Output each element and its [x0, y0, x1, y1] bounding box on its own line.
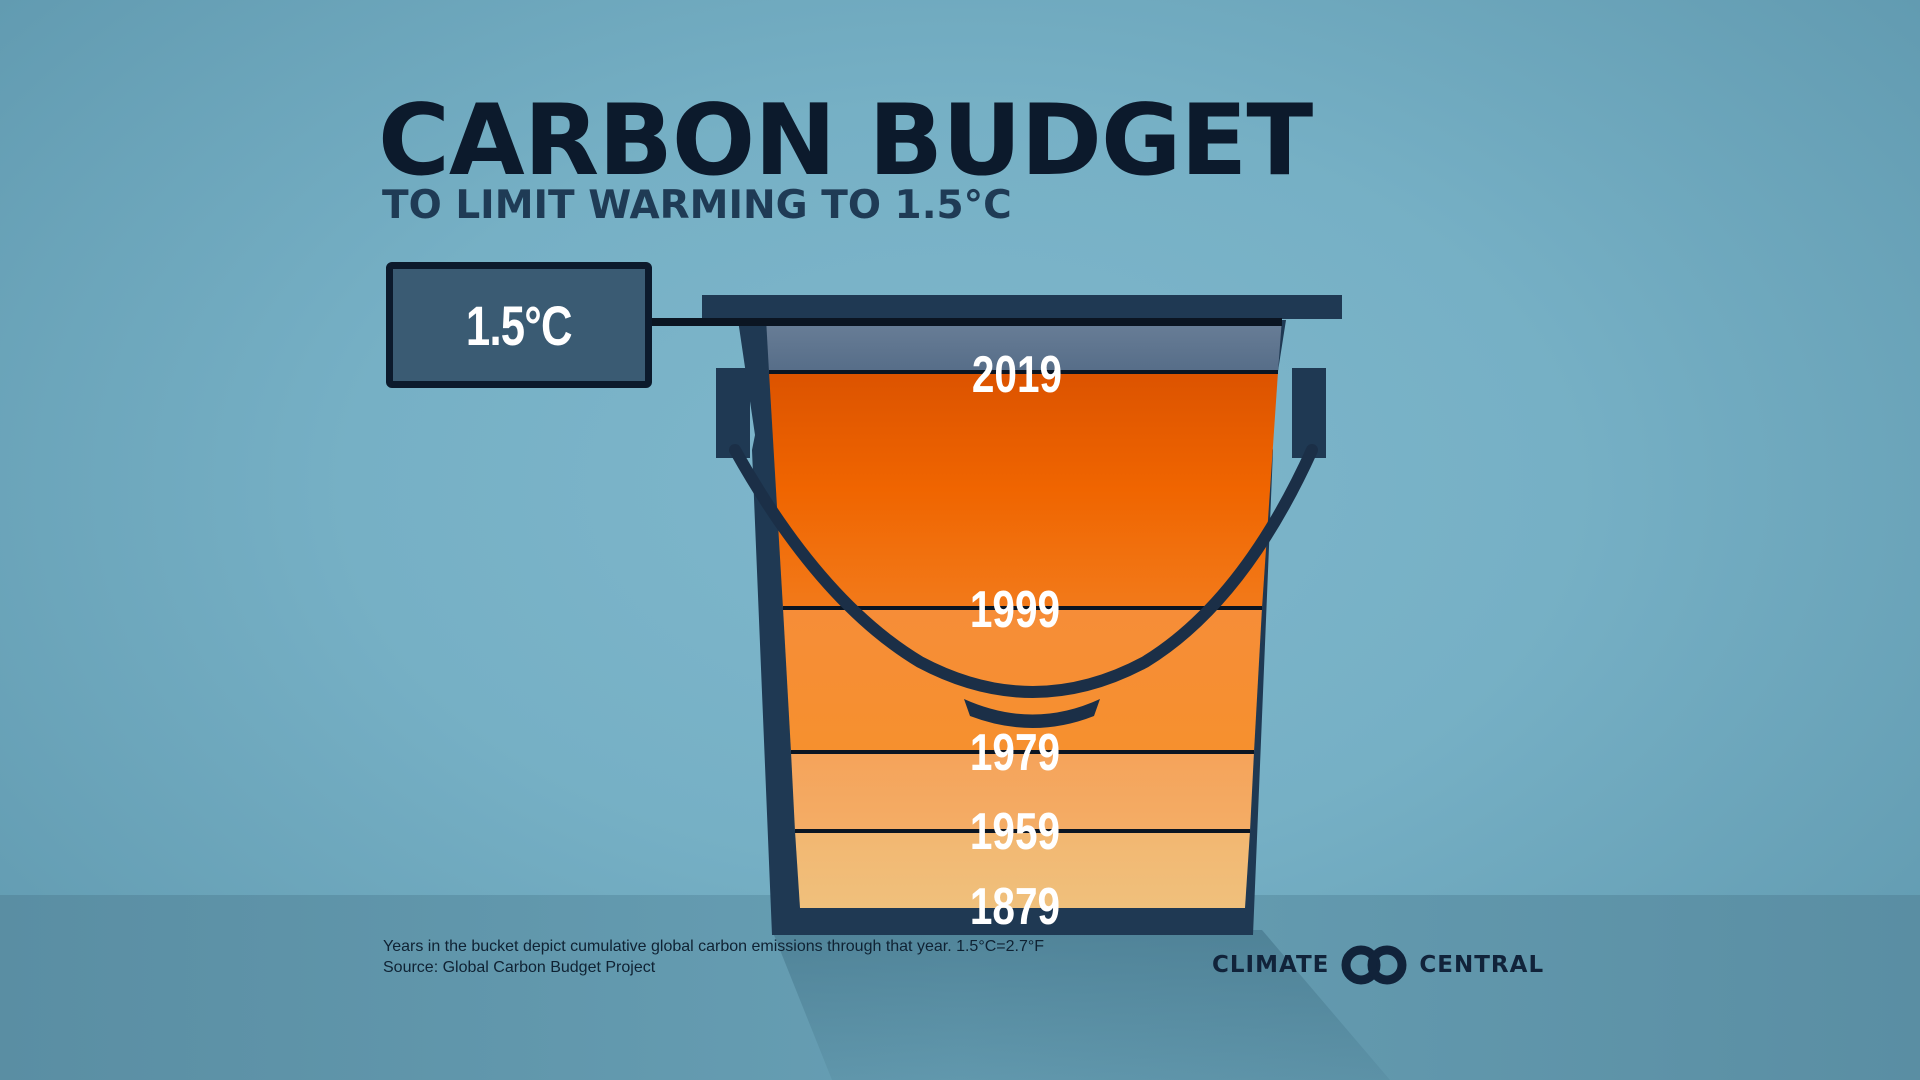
- bucket-handle-grip: [964, 699, 1100, 728]
- footnote-source: Source: Global Carbon Budget Project: [383, 959, 656, 976]
- brand-logo: CLIMATE CENTRAL: [1212, 943, 1544, 987]
- year-label-1999: 1999: [970, 580, 1060, 638]
- year-label-1879: 1879: [970, 877, 1060, 935]
- brand-word-left: CLIMATE: [1212, 952, 1330, 978]
- layer-1999-fill: [769, 372, 1278, 608]
- infinity-rings-icon: [1341, 945, 1407, 985]
- bucket-lug-right: [1292, 368, 1326, 458]
- bucket-handle: [729, 444, 1318, 698]
- layer-1879-fill: [795, 831, 1250, 908]
- bucket-shadow: [772, 930, 1390, 1080]
- brand-word-right: CENTRAL: [1419, 952, 1545, 978]
- layer-2019-fill: [766, 318, 1282, 372]
- limit-label: 1.5°C: [466, 293, 573, 357]
- limit-label-box: 1.5°C: [386, 262, 652, 388]
- page-subtitle: TO LIMIT WARMING TO 1.5°C: [382, 183, 1012, 228]
- footnote-note: Years in the bucket depict cumulative gl…: [383, 938, 1045, 955]
- footnote: Years in the bucket depict cumulative gl…: [383, 936, 1044, 978]
- year-label-1979: 1979: [970, 723, 1060, 781]
- layer-1959-fill: [791, 752, 1254, 831]
- bucket-lug-left: [716, 368, 750, 458]
- page-title: CARBON BUDGET: [378, 84, 1313, 198]
- year-label-2019: 2019: [972, 345, 1062, 403]
- bucket-rim: [702, 295, 1342, 319]
- year-label-1959: 1959: [970, 802, 1060, 860]
